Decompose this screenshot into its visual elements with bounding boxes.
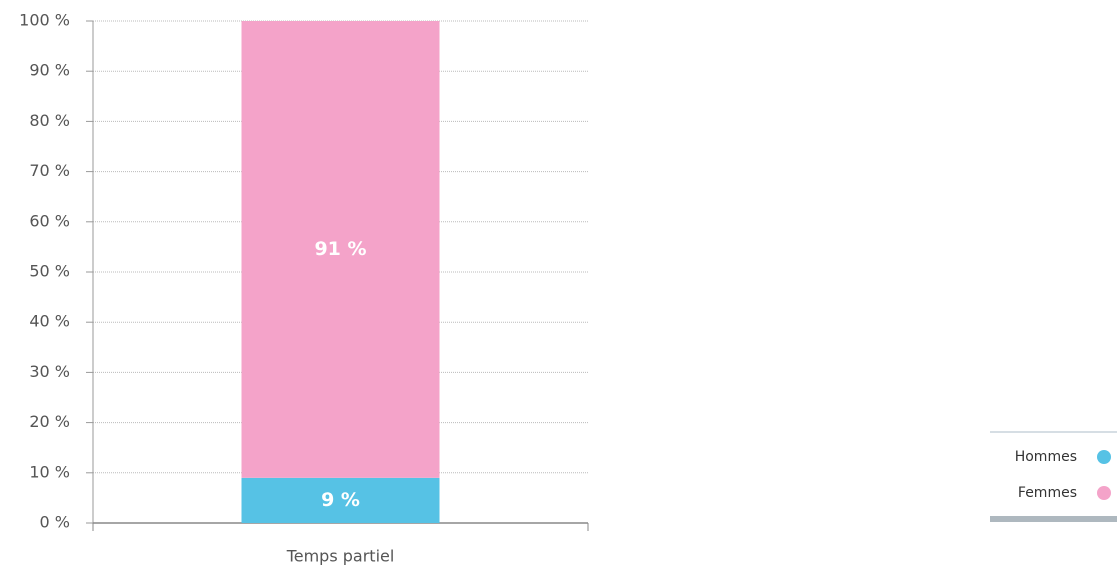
- x-tick-label: Temps partiel: [286, 547, 395, 566]
- y-tick-label: 40 %: [29, 312, 70, 331]
- y-tick-label: 100 %: [19, 11, 70, 30]
- y-tick-label: 70 %: [29, 161, 70, 180]
- y-tick-label: 10 %: [29, 462, 70, 481]
- y-tick-label: 60 %: [29, 211, 70, 230]
- legend-label: Femmes: [1018, 485, 1077, 501]
- data-label: 9 %: [321, 489, 360, 511]
- y-tick-label: 80 %: [29, 111, 70, 130]
- y-tick-label: 30 %: [29, 362, 70, 381]
- bar-segment: [241, 477, 440, 523]
- legend-bottom-bar: [990, 516, 1117, 522]
- y-tick-label: 20 %: [29, 412, 70, 431]
- legend-swatch: [1097, 486, 1111, 500]
- y-tick-label: 90 %: [29, 61, 70, 80]
- data-label: 91 %: [314, 238, 366, 260]
- bar-segment: [241, 21, 440, 478]
- y-tick-label: 50 %: [29, 262, 70, 281]
- y-tick-label: 0 %: [40, 513, 70, 532]
- legend-label: Hommes: [1015, 449, 1077, 465]
- legend-swatch: [1097, 450, 1111, 464]
